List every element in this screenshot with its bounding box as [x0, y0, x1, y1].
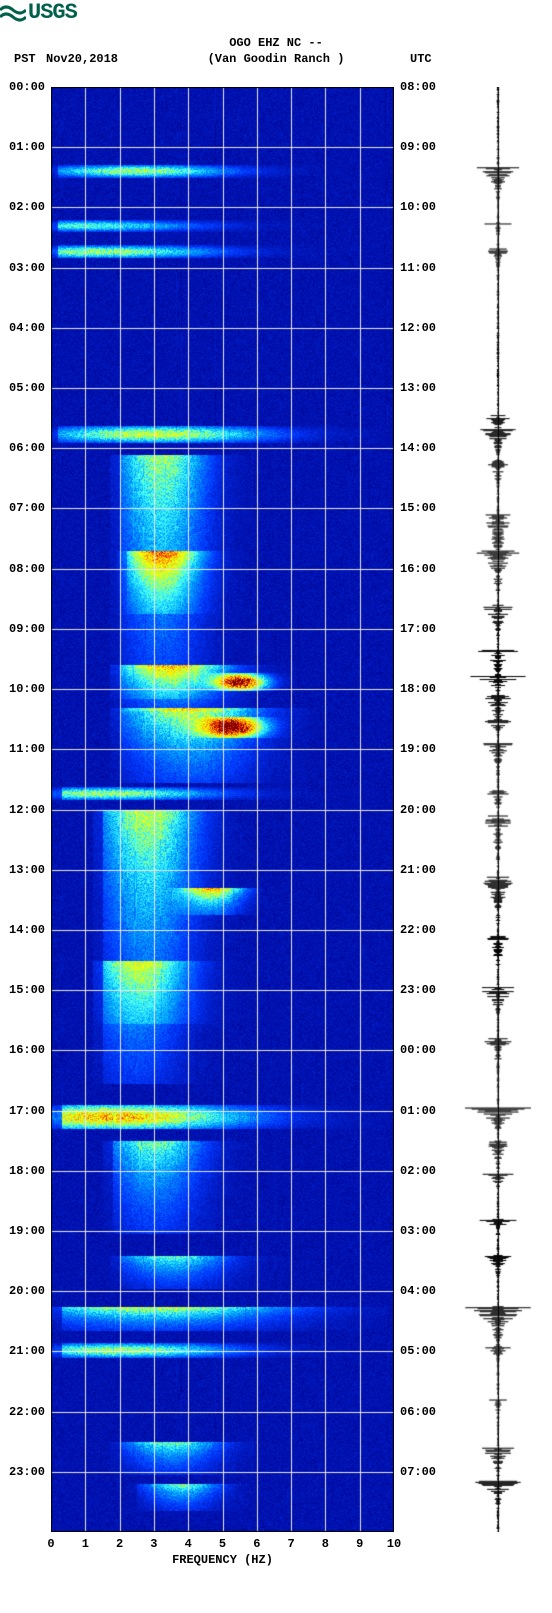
utc-tick-label: 09:00	[400, 140, 436, 154]
utc-tick-label: 04:00	[400, 1284, 436, 1298]
pst-tick-label: 15:00	[9, 983, 45, 997]
pst-tick-label: 12:00	[9, 803, 45, 817]
station-code: OGO EHZ NC --	[0, 36, 552, 50]
utc-label: UTC	[410, 52, 432, 66]
utc-tick-label: 17:00	[400, 622, 436, 636]
pst-tick-label: 07:00	[9, 501, 45, 515]
utc-tick-label: 03:00	[400, 1224, 436, 1238]
x-tick-label: 8	[322, 1537, 329, 1551]
x-tick-label: 6	[253, 1537, 260, 1551]
x-tick-label: 7	[287, 1537, 294, 1551]
utc-tick-label: 22:00	[400, 923, 436, 937]
pst-tick-label: 02:00	[9, 200, 45, 214]
utc-tick-label: 16:00	[400, 562, 436, 576]
pst-tick-label: 23:00	[9, 1465, 45, 1479]
utc-tick-label: 07:00	[400, 1465, 436, 1479]
pst-tick-label: 16:00	[9, 1043, 45, 1057]
pst-tick-label: 18:00	[9, 1164, 45, 1178]
utc-tick-label: 12:00	[400, 321, 436, 335]
x-tick-label: 2	[116, 1537, 123, 1551]
pst-tick-label: 05:00	[9, 381, 45, 395]
pst-tick-label: 17:00	[9, 1104, 45, 1118]
pst-tick-label: 09:00	[9, 622, 45, 636]
pst-tick-label: 00:00	[9, 80, 45, 94]
pst-tick-label: 19:00	[9, 1224, 45, 1238]
date-label: Nov20,2018	[46, 52, 118, 66]
pst-tick-label: 13:00	[9, 863, 45, 877]
pst-tick-label: 06:00	[9, 441, 45, 455]
x-tick-label: 3	[150, 1537, 157, 1551]
pst-tick-label: 01:00	[9, 140, 45, 154]
utc-tick-label: 06:00	[400, 1405, 436, 1419]
waveform-canvas	[449, 87, 547, 1532]
x-tick-label: 4	[185, 1537, 192, 1551]
utc-tick-label: 05:00	[400, 1344, 436, 1358]
utc-tick-label: 13:00	[400, 381, 436, 395]
utc-tick-label: 14:00	[400, 441, 436, 455]
utc-tick-label: 11:00	[400, 261, 436, 275]
pst-tick-label: 14:00	[9, 923, 45, 937]
utc-tick-label: 00:00	[400, 1043, 436, 1057]
utc-tick-label: 15:00	[400, 501, 436, 515]
utc-tick-label: 10:00	[400, 200, 436, 214]
usgs-logo-text: USGS	[28, 0, 77, 25]
utc-tick-label: 19:00	[400, 742, 436, 756]
pst-tick-label: 10:00	[9, 682, 45, 696]
utc-tick-label: 18:00	[400, 682, 436, 696]
pst-tick-label: 21:00	[9, 1344, 45, 1358]
spectrogram-chart	[51, 87, 394, 1532]
grid-overlay	[51, 87, 394, 1532]
pst-label: PST	[14, 52, 36, 66]
pst-tick-label: 04:00	[9, 321, 45, 335]
x-tick-label: 1	[82, 1537, 89, 1551]
x-tick-label: 9	[356, 1537, 363, 1551]
x-tick-label: 0	[47, 1537, 54, 1551]
utc-tick-label: 21:00	[400, 863, 436, 877]
pst-tick-label: 03:00	[9, 261, 45, 275]
pst-tick-label: 08:00	[9, 562, 45, 576]
usgs-logo: USGS	[0, 0, 77, 25]
pst-tick-label: 20:00	[9, 1284, 45, 1298]
x-axis-label: FREQUENCY (HZ)	[51, 1553, 394, 1567]
x-tick-label: 5	[219, 1537, 226, 1551]
pst-tick-label: 11:00	[9, 742, 45, 756]
utc-tick-label: 02:00	[400, 1164, 436, 1178]
utc-tick-label: 23:00	[400, 983, 436, 997]
utc-tick-label: 08:00	[400, 80, 436, 94]
utc-tick-label: 01:00	[400, 1104, 436, 1118]
x-tick-label: 10	[387, 1537, 401, 1551]
utc-tick-label: 20:00	[400, 803, 436, 817]
page-root: USGS OGO EHZ NC -- (Van Goodin Ranch ) P…	[0, 0, 552, 1613]
pst-tick-label: 22:00	[9, 1405, 45, 1419]
